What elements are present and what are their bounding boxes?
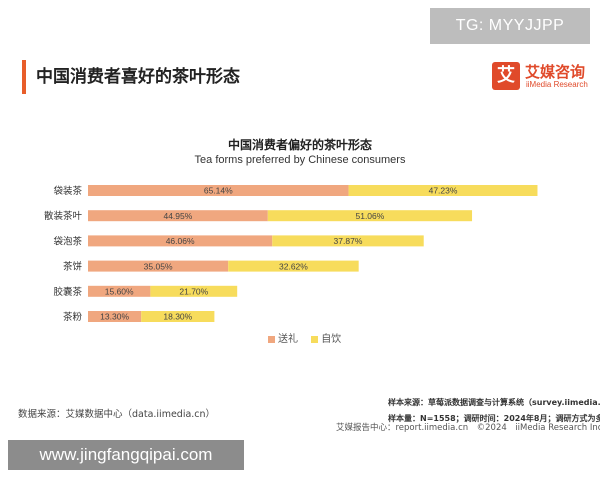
data-label: 18.30% — [163, 312, 192, 322]
data-label: 35.05% — [144, 261, 173, 271]
chart-title: 中国消费者偏好的茶叶形态 — [227, 138, 372, 152]
watermark-top-right: TG: MYYJJPP — [430, 8, 590, 44]
chart-subtitle: Tea forms preferred by Chinese consumers — [194, 154, 406, 166]
bar-segment — [88, 260, 229, 272]
watermark-bottom-left: www.jingfangqipai.com — [8, 440, 244, 470]
legend-swatch-gift — [268, 335, 275, 343]
bar-segment — [88, 185, 349, 196]
data-label: 15.60% — [105, 287, 134, 297]
data-label: 32.62% — [279, 261, 308, 271]
data-label: 37.87% — [334, 236, 363, 246]
bar-segment — [272, 235, 424, 247]
bar-segment — [348, 185, 538, 196]
source-note: 数据来源：艾媒数据中心（data.iimedia.cn） — [18, 409, 216, 420]
legend-label-self: 自饮 — [321, 334, 342, 345]
data-label: 65.14% — [204, 186, 233, 196]
category-label: 茶饼 — [63, 261, 83, 273]
data-label: 51.06% — [355, 211, 384, 221]
bar-segment — [150, 285, 238, 297]
bar-segment — [141, 311, 215, 322]
logo-en-text: iiMedia Research — [526, 80, 588, 89]
brand-logo: 艾 艾媒咨询 iiMedia Research — [492, 60, 592, 94]
bar-segment — [88, 285, 151, 297]
category-label: 胶囊茶 — [53, 286, 82, 298]
sample-notes: 样本来源：草莓派数据调查与计算系统（survey.iimedia.cn） 样本量… — [388, 395, 600, 427]
data-label: 44.95% — [163, 211, 192, 221]
sample-info-note: 样本量：N=1558；调研时间：2024年8月；调研方式为多选 — [388, 414, 600, 423]
logo-cn-text: 艾媒咨询 — [525, 63, 586, 81]
category-label: 袋装茶 — [53, 185, 82, 197]
bar-segment — [228, 260, 359, 272]
legend-item-self: 自饮 — [311, 330, 341, 345]
report-center-note: 艾媒报告中心：report.iimedia.cn ©2024 iiMedia R… — [336, 423, 600, 433]
legend-item-gift: 送礼 — [268, 330, 298, 345]
page-title: 中国消费者喜好的茶叶形态 — [36, 67, 240, 87]
bar-segment — [88, 235, 273, 247]
chart-legend: 送礼 自饮 — [268, 330, 351, 345]
category-label: 茶粉 — [63, 311, 83, 323]
bar-segment — [88, 311, 142, 322]
logo-mark-icon: 艾 — [492, 62, 520, 90]
data-label: 46.06% — [166, 236, 195, 246]
bar-segment — [88, 210, 268, 222]
legend-swatch-self — [311, 335, 319, 343]
data-label: 21.70% — [179, 287, 208, 297]
header-accent-bar — [22, 60, 26, 94]
data-label: 47.23% — [429, 186, 458, 196]
category-label: 袋泡茶 — [53, 235, 82, 247]
data-label: 13.30% — [100, 312, 129, 322]
category-label: 散装茶叶 — [44, 210, 83, 222]
sample-source-note: 样本来源：草莓派数据调查与计算系统（survey.iimedia.cn） — [388, 398, 600, 407]
legend-label-gift: 送礼 — [278, 334, 298, 345]
bar-segment — [267, 210, 473, 222]
